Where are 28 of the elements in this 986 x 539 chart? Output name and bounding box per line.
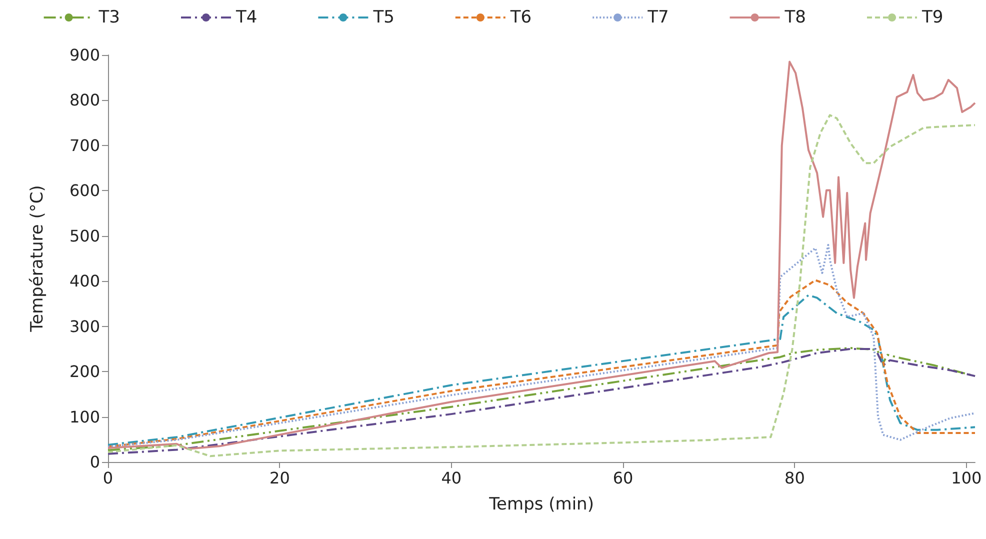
legend-label: T5: [372, 8, 394, 28]
y-tick-label: 500: [69, 226, 100, 246]
legend-label: T7: [646, 8, 669, 28]
x-tick-label: 60: [612, 468, 634, 488]
line-series: [107, 114, 976, 458]
y-tick-label: 400: [69, 272, 100, 291]
x-tick-label: 20: [270, 468, 290, 488]
x-axis-title: Temps (min): [488, 494, 594, 514]
line-series: [107, 244, 976, 448]
x-tick-label: 0: [102, 468, 114, 488]
y-tick-label: 800: [69, 90, 100, 110]
y-tick-label: 900: [69, 46, 100, 64]
legend-label: T6: [509, 8, 532, 28]
x-tick-label: 40: [441, 468, 462, 488]
line-series: [107, 60, 976, 450]
x-tick-label: 80: [784, 468, 805, 488]
x-tick-label: 100: [951, 468, 982, 488]
y-tick-label: 200: [69, 362, 100, 382]
y-tick-label: 300: [69, 316, 100, 336]
legend-label: T4: [235, 8, 258, 28]
legend-label: T8: [784, 8, 806, 28]
legend-label: T9: [921, 8, 944, 28]
legend-label: T3: [98, 8, 120, 28]
y-tick-label: 0: [90, 452, 100, 472]
y-tick-label: 100: [69, 407, 100, 426]
y-tick-label: 600: [69, 181, 100, 200]
y-tick-label: 700: [69, 136, 100, 155]
y-axis-title: Température (°C): [28, 185, 48, 333]
